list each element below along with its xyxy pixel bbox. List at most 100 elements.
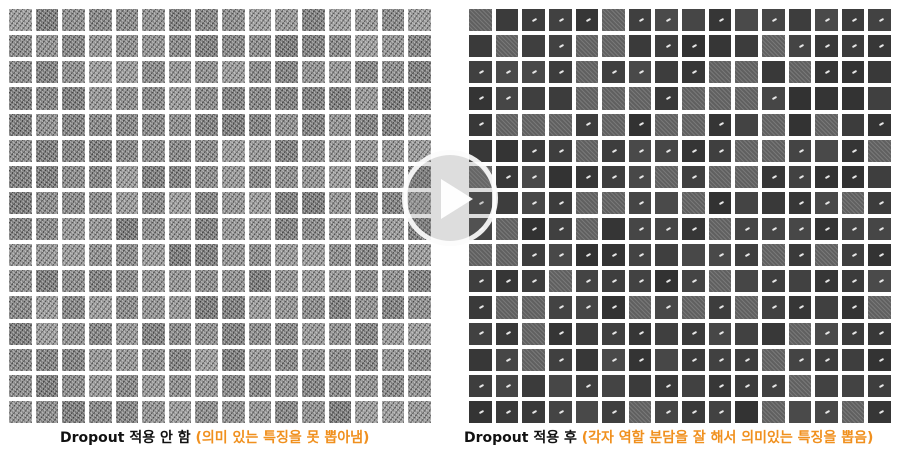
filter-tile — [87, 8, 113, 33]
filter-tile — [521, 295, 546, 320]
filter-tile — [380, 8, 406, 33]
filter-tile — [547, 295, 573, 320]
filter-tile — [407, 399, 432, 424]
filter-tile — [274, 60, 299, 85]
filter-tile — [114, 399, 140, 424]
filter-tile — [787, 34, 813, 59]
filter-tile — [274, 217, 299, 242]
filter-tile — [300, 399, 326, 424]
filter-tile — [547, 8, 573, 33]
filter-tile — [814, 86, 839, 111]
filter-tile — [814, 269, 839, 294]
filter-tile — [601, 243, 626, 268]
filter-tile — [867, 86, 892, 111]
filter-tile — [247, 112, 273, 137]
filter-tile — [840, 60, 866, 85]
filter-tile — [167, 347, 193, 372]
filter-tile — [627, 112, 653, 137]
filter-tile — [601, 138, 626, 163]
filter-tile — [574, 138, 600, 163]
filter-tile — [734, 373, 759, 398]
filter-tile — [114, 243, 140, 268]
filter-tile — [468, 269, 493, 294]
filter-tile — [407, 347, 432, 372]
filter-tile — [654, 86, 679, 111]
filter-tile — [380, 112, 406, 137]
filter-tile — [167, 112, 193, 137]
filter-tile — [840, 112, 866, 137]
filter-tile — [468, 347, 493, 372]
filter-tile — [87, 86, 113, 111]
filter-tile — [681, 269, 706, 294]
filter-tile — [574, 399, 600, 424]
caption-left-note: (의미 있는 특징을 못 뽑아냄) — [195, 430, 370, 446]
filter-tile — [34, 373, 60, 398]
filter-tile — [547, 138, 573, 163]
filter-tile — [274, 295, 299, 320]
filter-tile — [654, 373, 679, 398]
filter-tile — [547, 164, 573, 189]
filter-tile — [61, 295, 86, 320]
filter-tile — [867, 243, 892, 268]
filter-tile — [8, 8, 33, 33]
filter-tile — [300, 347, 326, 372]
filter-tile — [681, 34, 706, 59]
filter-tile — [87, 347, 113, 372]
filter-tile — [300, 34, 326, 59]
filter-tile — [681, 164, 706, 189]
filter-tile — [194, 60, 219, 85]
filter-tile — [8, 373, 33, 398]
filter-tile — [814, 347, 839, 372]
filter-tile — [141, 8, 166, 33]
filter-tile — [34, 243, 60, 268]
filter-tile — [354, 347, 379, 372]
filter-tile — [521, 399, 546, 424]
filter-tile — [194, 138, 219, 163]
filter-tile — [521, 86, 546, 111]
filter-tile — [787, 347, 813, 372]
filter-tile — [380, 295, 406, 320]
filter-tile — [867, 373, 892, 398]
filter-tile — [521, 217, 546, 242]
filter-tile — [8, 243, 33, 268]
filter-tile — [840, 164, 866, 189]
filter-tile — [380, 86, 406, 111]
filter-tile — [114, 217, 140, 242]
filter-tile — [867, 112, 892, 137]
filter-tile — [547, 190, 573, 215]
filter-tile — [734, 347, 759, 372]
filter-tile — [61, 399, 86, 424]
filter-tile — [734, 190, 759, 215]
filter-tile — [627, 243, 653, 268]
filter-tile — [300, 8, 326, 33]
filter-tile — [407, 34, 432, 59]
filter-tile — [654, 347, 679, 372]
filter-tile — [760, 112, 786, 137]
filter-tile — [494, 164, 520, 189]
filter-tile — [380, 373, 406, 398]
filter-tile — [8, 190, 33, 215]
filter-tile — [274, 243, 299, 268]
filter-tile — [468, 295, 493, 320]
filter-tile — [327, 190, 353, 215]
filter-tile — [707, 138, 733, 163]
filter-tile — [87, 243, 113, 268]
filter-tile — [380, 399, 406, 424]
filter-tile — [787, 60, 813, 85]
filter-tile — [8, 34, 33, 59]
filter-tile — [194, 295, 219, 320]
filter-tile — [627, 60, 653, 85]
filter-tile — [867, 347, 892, 372]
filter-tile — [521, 164, 546, 189]
filter-tile — [8, 86, 33, 111]
filter-tile — [840, 217, 866, 242]
filter-tile — [247, 164, 273, 189]
filter-tile — [601, 112, 626, 137]
filter-tile — [61, 34, 86, 59]
filter-tile — [627, 8, 653, 33]
filter-tile — [274, 34, 299, 59]
filter-tile — [8, 138, 33, 163]
play-button[interactable] — [402, 150, 498, 246]
filter-tile — [221, 217, 246, 242]
filter-tile — [247, 399, 273, 424]
